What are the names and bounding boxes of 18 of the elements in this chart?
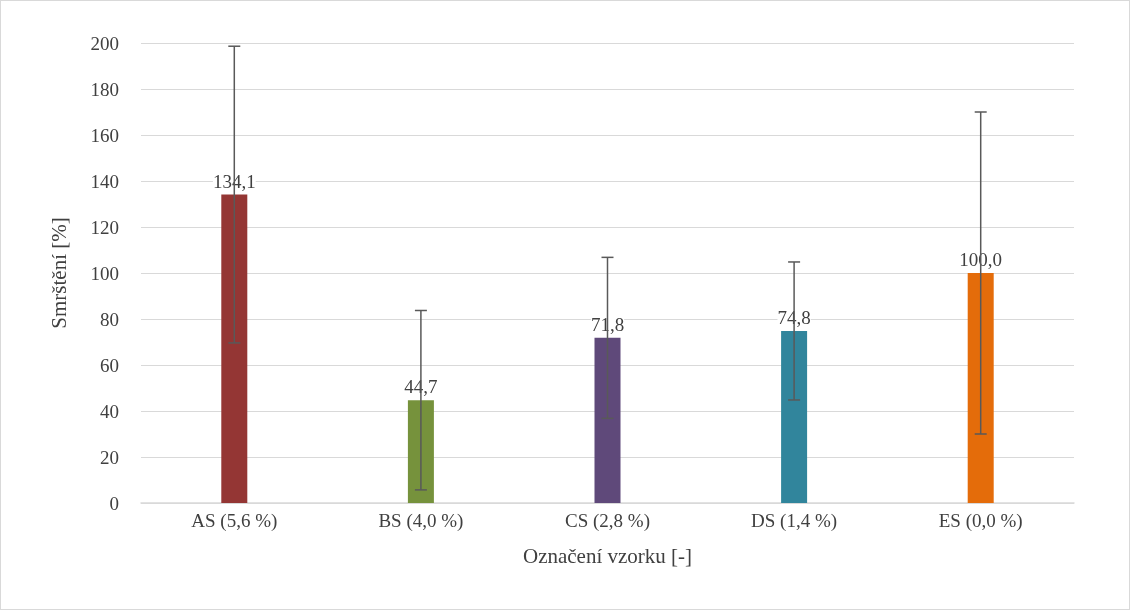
x-tick-label: ES (0,0 %)	[938, 510, 1023, 532]
x-tick-label: DS (1,4 %)	[751, 510, 838, 532]
y-tick-label: 100	[90, 262, 119, 284]
y-axis-title: Smrštění [%]	[46, 217, 71, 329]
y-tick-label: 80	[100, 308, 119, 330]
x-axis-title: Označení vzorku [-]	[522, 543, 693, 568]
y-tick-label: 40	[100, 400, 119, 422]
x-tick-label: AS (5,6 %)	[191, 510, 278, 532]
y-tick-label: 200	[90, 32, 119, 54]
y-tick-label: 60	[100, 354, 119, 376]
y-tick-label: 140	[90, 170, 119, 192]
x-tick-label: CS (2,8 %)	[565, 510, 650, 532]
y-tick-label: 0	[109, 492, 119, 514]
x-tick-label: BS (4,0 %)	[378, 510, 464, 532]
y-tick-label: 20	[100, 446, 119, 468]
y-tick-label: 120	[90, 216, 119, 238]
y-tick-label: 160	[90, 124, 119, 146]
y-tick-label: 180	[90, 78, 119, 100]
